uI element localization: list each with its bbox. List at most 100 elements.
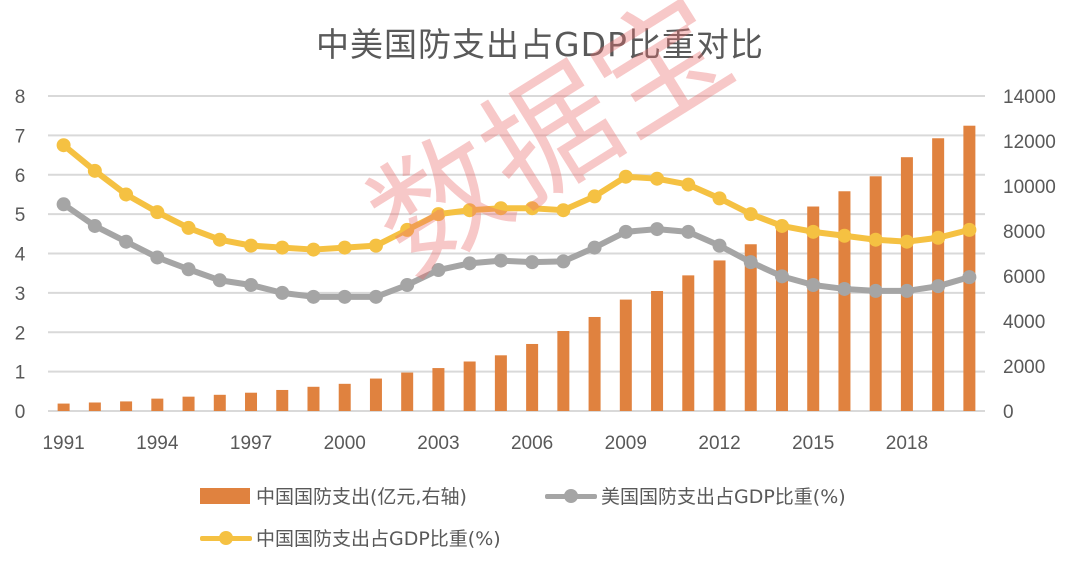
data-point	[806, 224, 821, 239]
series-line	[60, 142, 973, 253]
data-point	[431, 207, 446, 222]
data-point	[556, 254, 571, 269]
data-point	[712, 238, 727, 253]
y-left-tick-label: 7	[15, 126, 26, 147]
chart-title: 中美国防支出占GDP比重对比	[316, 25, 764, 64]
data-point	[962, 270, 977, 285]
data-point	[587, 189, 602, 204]
data-point	[337, 240, 352, 255]
data-point	[87, 163, 102, 178]
bar	[963, 125, 976, 411]
data-point	[87, 218, 102, 233]
bar	[182, 396, 195, 411]
data-point	[650, 222, 665, 237]
bar	[276, 389, 289, 411]
data-point	[368, 238, 383, 253]
x-tick-label: 2015	[792, 433, 834, 454]
x-tick-label: 1991	[42, 433, 84, 454]
data-point	[368, 289, 383, 304]
data-point	[650, 171, 665, 186]
y-right-tick-label: 10000	[1003, 177, 1056, 198]
y-right-tick-label: 2000	[1003, 357, 1045, 378]
data-point	[181, 220, 196, 235]
data-point	[119, 187, 134, 202]
bar	[88, 402, 101, 411]
legend-swatch-line-yellow	[200, 530, 252, 546]
bar	[932, 138, 945, 411]
data-point	[306, 289, 321, 304]
y-axis-right: 0 2000 4000 6000 8000 10000 12000 14000	[1003, 87, 1056, 423]
legend-item-china-gdp-share: 中国国防支出占GDP比重(%)	[200, 524, 501, 551]
bar	[619, 299, 632, 411]
data-point	[837, 228, 852, 243]
bar	[775, 224, 788, 411]
bar	[432, 368, 445, 411]
bar	[463, 361, 476, 411]
data-point	[244, 238, 259, 253]
data-point	[774, 269, 789, 284]
bar	[651, 291, 664, 411]
x-tick-label: 1997	[230, 433, 272, 454]
legend-label: 中国国防支出占GDP比重(%)	[256, 528, 501, 550]
data-point	[212, 273, 227, 288]
data-point	[899, 283, 914, 298]
x-tick-label: 2018	[886, 433, 928, 454]
x-tick-label: 2009	[605, 433, 647, 454]
data-point	[462, 256, 477, 271]
data-point	[212, 232, 227, 247]
data-point	[275, 240, 290, 255]
series-line	[60, 201, 973, 300]
data-point	[400, 278, 415, 292]
y-right-tick-label: 12000	[1003, 132, 1056, 153]
data-point	[181, 262, 196, 277]
data-point	[275, 285, 290, 300]
bar	[557, 331, 570, 411]
data-point	[56, 197, 71, 212]
data-point	[681, 224, 696, 239]
data-point	[462, 203, 477, 218]
data-point	[150, 205, 165, 220]
data-point	[743, 207, 758, 222]
x-tick-label: 1994	[136, 433, 179, 454]
data-point	[493, 253, 508, 268]
y-right-tick-label: 6000	[1003, 267, 1045, 288]
legend-label: 中国国防支出(亿元,右轴)	[256, 486, 467, 508]
data-point	[587, 240, 602, 255]
y-left-tick-label: 1	[15, 363, 26, 384]
legend-item-china-spending: 中国国防支出(亿元,右轴)	[200, 482, 467, 509]
data-point	[525, 201, 540, 216]
data-point	[681, 177, 696, 192]
data-point	[837, 281, 852, 296]
y-left-tick-label: 2	[15, 323, 26, 344]
data-point	[400, 222, 415, 237]
bar	[713, 260, 726, 411]
bar	[807, 206, 820, 411]
bar	[401, 372, 414, 411]
x-tick-label: 2000	[324, 433, 366, 454]
y-left-tick-label: 3	[15, 284, 26, 305]
data-point	[743, 255, 758, 270]
y-left-tick-label: 0	[15, 402, 26, 423]
y-left-tick-label: 8	[15, 87, 26, 108]
bar	[526, 343, 539, 411]
x-tick-label: 2006	[511, 433, 553, 454]
data-point	[868, 283, 883, 298]
bar	[682, 275, 695, 411]
bar	[369, 378, 382, 411]
data-point	[806, 278, 821, 292]
data-point	[525, 255, 540, 270]
y-right-tick-label: 0	[1003, 402, 1014, 423]
bar	[338, 383, 351, 411]
data-point	[868, 232, 883, 247]
data-point	[493, 201, 508, 216]
data-point	[931, 279, 946, 294]
bar	[494, 355, 507, 411]
data-point	[618, 224, 633, 239]
bar	[307, 386, 320, 411]
bar	[744, 244, 757, 411]
legend-label: 美国国防支出占GDP比重(%)	[601, 486, 846, 508]
data-point	[431, 263, 446, 278]
legend-item-us-gdp-share: 美国国防支出占GDP比重(%)	[545, 482, 846, 509]
data-point	[899, 234, 914, 249]
x-tick-label: 2012	[698, 433, 740, 454]
